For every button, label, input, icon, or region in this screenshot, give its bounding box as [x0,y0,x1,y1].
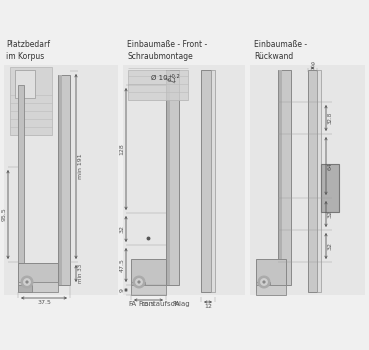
Polygon shape [256,225,278,262]
Bar [4,65,118,295]
Bar [250,65,365,295]
Text: min 191: min 191 [77,154,83,179]
Text: Einbaumaße - Front -
Schraubmontage: Einbaumaße - Front - Schraubmontage [127,40,207,61]
Polygon shape [18,235,58,263]
Polygon shape [131,225,166,262]
Text: 47.5: 47.5 [120,258,124,272]
Circle shape [133,276,145,288]
Text: min 33: min 33 [77,264,83,283]
Bar [166,70,179,285]
Bar [167,70,170,285]
Text: 32.8: 32.8 [328,112,332,124]
Bar [279,70,282,285]
Bar [18,282,58,292]
Bar [256,259,286,285]
Circle shape [263,281,265,283]
Text: 32: 32 [328,210,332,218]
Bar [131,259,166,285]
Text: +0.2: +0.2 [167,74,180,78]
Circle shape [24,279,31,286]
Circle shape [135,279,142,286]
Bar [308,70,317,292]
Text: 9: 9 [310,62,314,66]
Text: FA: FA [128,301,136,307]
Bar [256,285,286,295]
Circle shape [261,279,268,286]
Bar [131,282,145,292]
Text: 12: 12 [204,303,212,308]
Text: 64: 64 [328,162,332,170]
Text: 32: 32 [328,242,332,250]
Bar [321,164,339,212]
Text: 37.5: 37.5 [37,300,51,304]
Text: FA: FA [172,301,180,307]
Bar [201,70,211,292]
Bar [10,67,52,135]
Circle shape [21,276,33,288]
Bar [123,65,245,295]
Bar [15,70,35,98]
Text: 15.5: 15.5 [142,301,155,307]
Bar [211,70,215,292]
Bar [131,285,166,295]
Circle shape [26,281,28,283]
Bar [278,70,291,285]
Text: Frontaufschlag: Frontaufschlag [138,301,190,307]
Text: Platzbedarf
im Korpus: Platzbedarf im Korpus [6,40,50,61]
Text: 95.5: 95.5 [1,208,7,222]
Text: Einbaumaße -
Rückwand: Einbaumaße - Rückwand [254,40,307,61]
Bar [128,70,188,100]
Text: 128: 128 [120,143,124,155]
Bar [18,263,58,285]
Bar [18,285,32,292]
Bar [18,85,24,285]
Text: 9: 9 [120,288,124,292]
Bar [256,282,270,292]
Bar [58,75,70,285]
Text: Ø 10: Ø 10 [151,75,168,81]
Circle shape [258,276,270,288]
Circle shape [138,281,140,283]
Text: 32: 32 [120,225,124,233]
Bar [59,75,62,285]
Text: -0.1: -0.1 [167,77,177,83]
Bar [317,70,321,292]
